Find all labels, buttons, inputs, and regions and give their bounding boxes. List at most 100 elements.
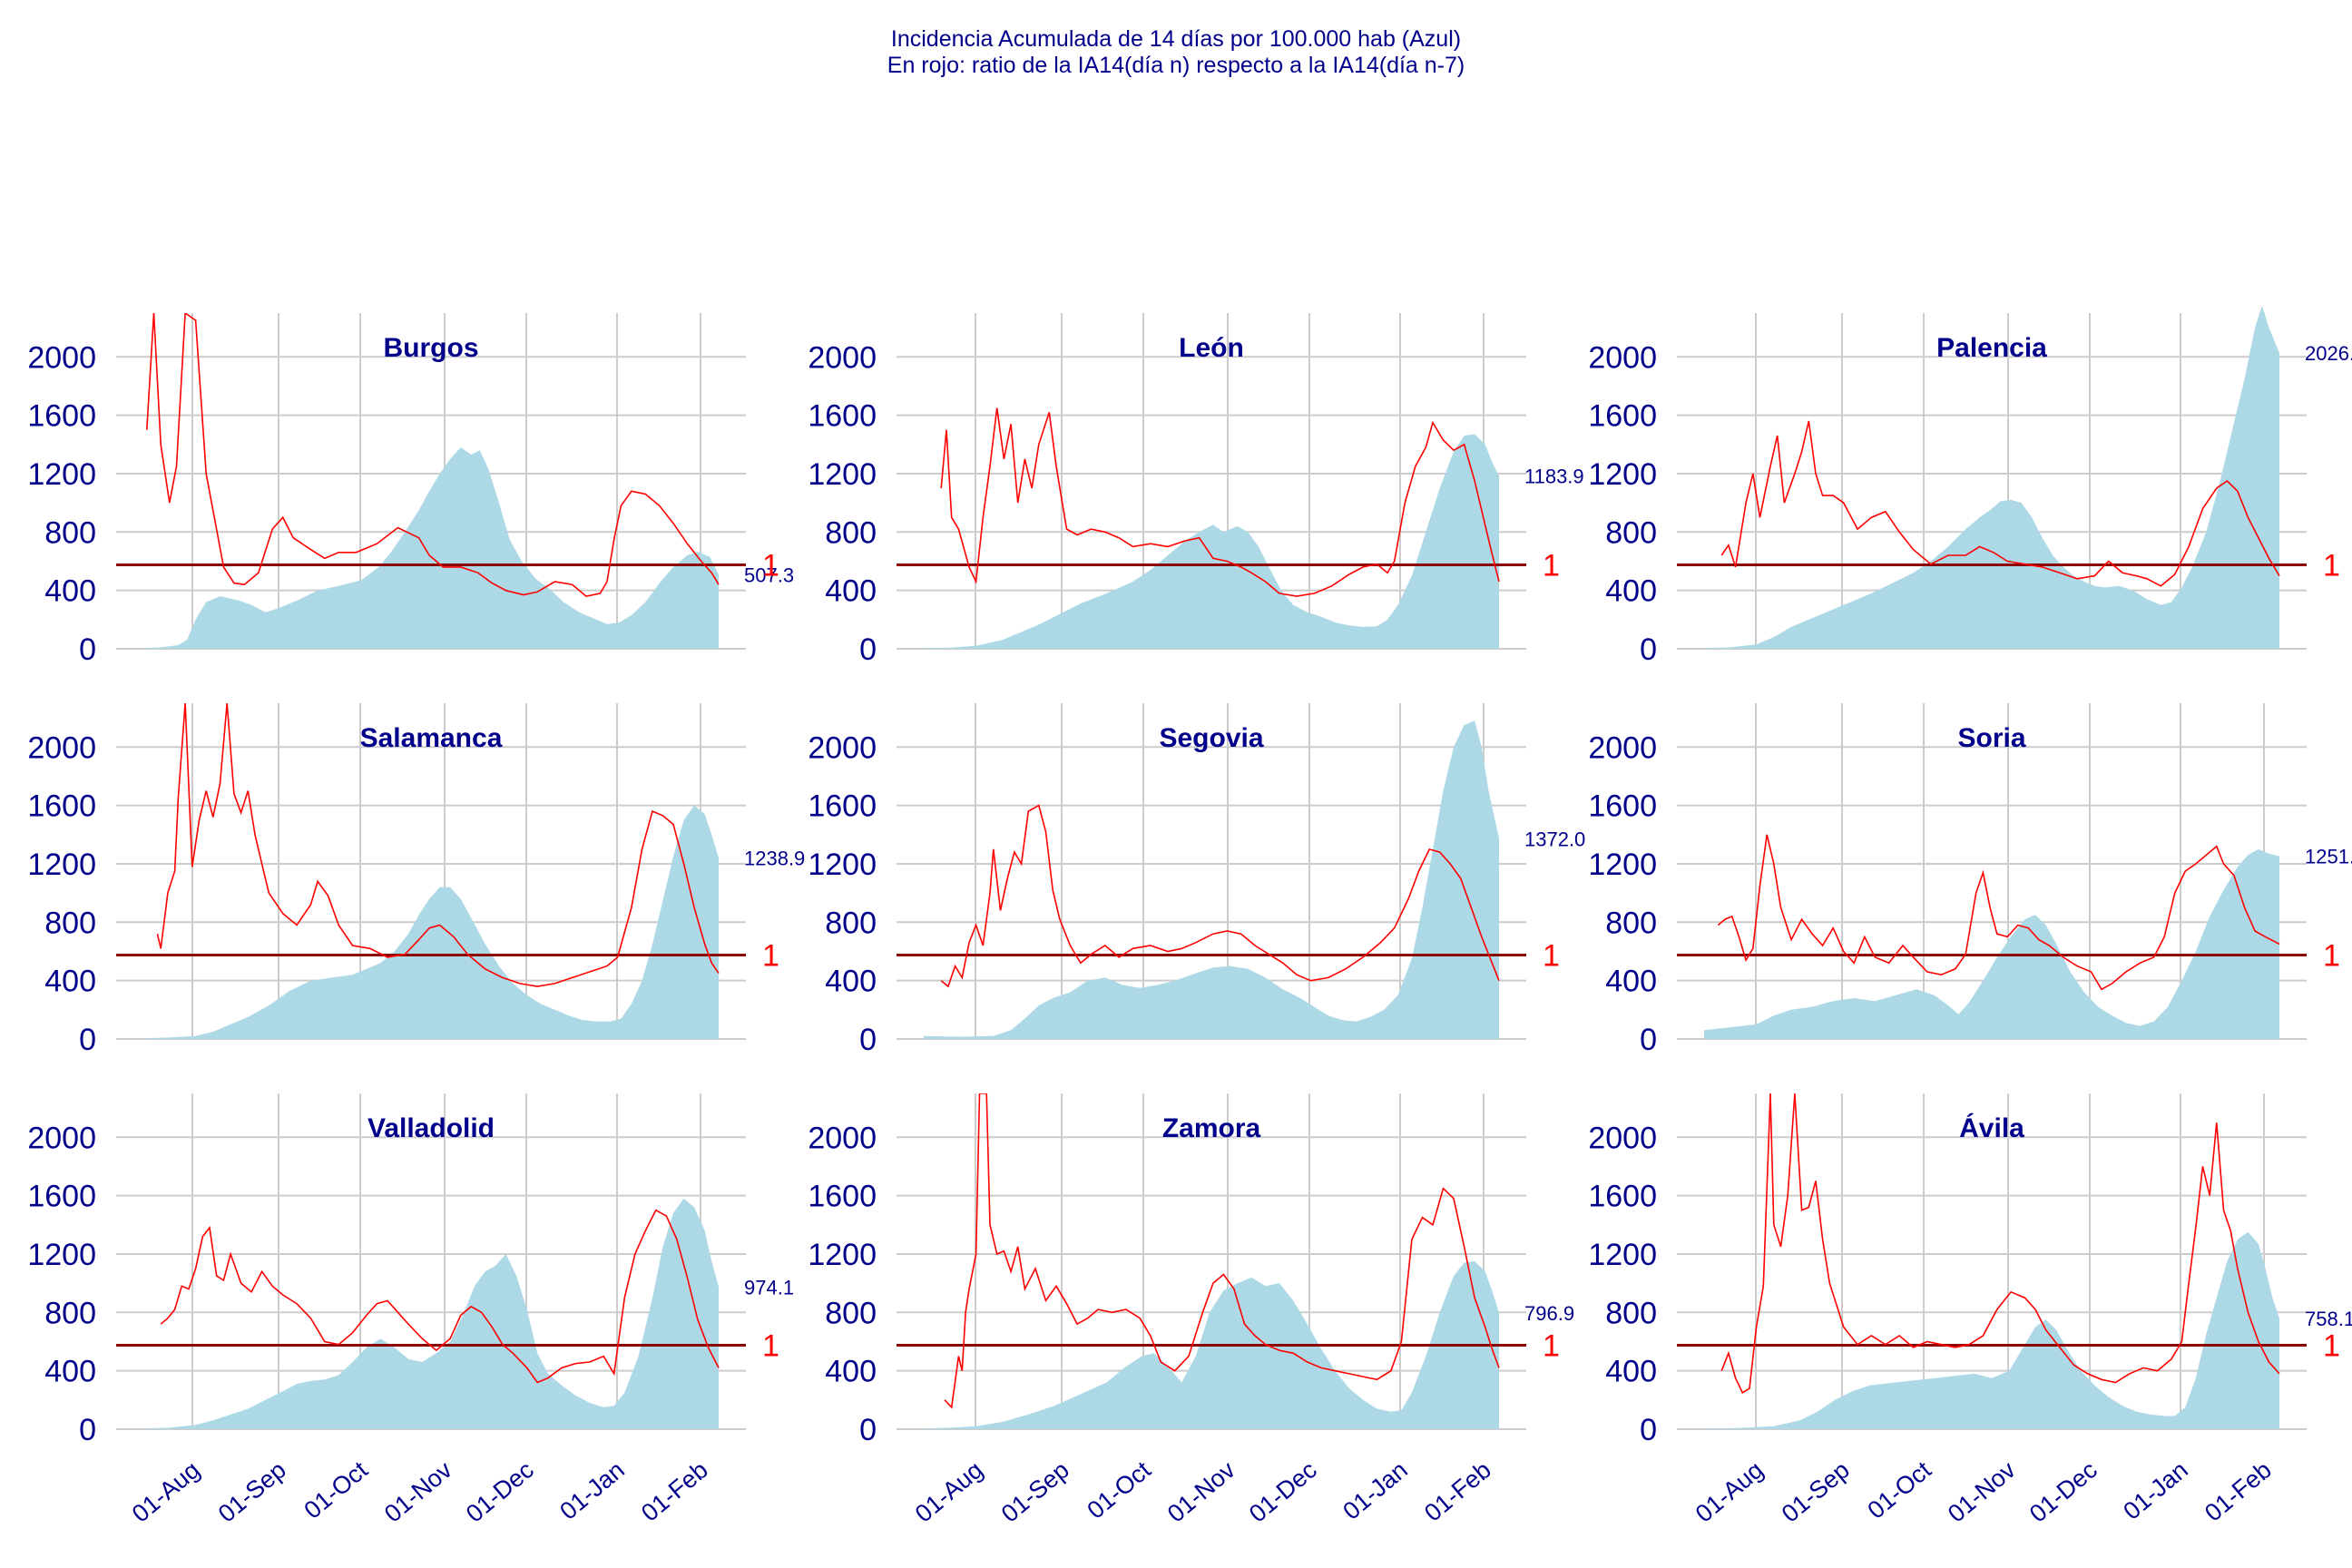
x-tick-label: 01-Sep: [213, 1456, 291, 1528]
x-tick-label: 01-Dec: [1244, 1456, 1322, 1528]
y-tick-label: 2000: [808, 1121, 877, 1155]
y-tick-label: 1600: [27, 1180, 96, 1214]
ia14-area: [924, 720, 1499, 1039]
y-tick-label: 800: [44, 1296, 96, 1330]
panel-title: Palencia: [1936, 333, 2047, 363]
ratio-line: [146, 313, 720, 597]
x-tick-label: 01-Nov: [379, 1455, 457, 1527]
x-tick-label: 01-Feb: [2200, 1456, 2277, 1527]
panel-león: 0 400 800 1200 1600 2000 León 1183.9 1: [808, 313, 1584, 667]
end-value-label: 507.3: [744, 564, 794, 586]
panel-title: León: [1179, 333, 1244, 363]
panel-palencia: 0 400 800 1200 1600 2000 Palencia 2026.3 1: [1588, 306, 2352, 667]
panel-title: Zamora: [1162, 1113, 1261, 1143]
y-tick-label: 2000: [1588, 340, 1657, 375]
x-tick-label: 01-Oct: [1082, 1455, 1156, 1524]
x-tick-label: 01-Feb: [636, 1456, 713, 1527]
x-tick-label: 01-Jan: [1338, 1456, 1413, 1525]
panel-title: Salamanca: [360, 723, 503, 753]
end-value-label: 758.1: [2305, 1308, 2352, 1330]
panel-title: Segovia: [1159, 723, 1263, 753]
y-tick-label: 400: [1605, 574, 1657, 609]
ia14-area: [1704, 306, 2279, 649]
end-value-label: 1238.9: [744, 848, 805, 870]
y-tick-label: 2000: [27, 1121, 96, 1155]
y-tick-label: 0: [859, 1413, 877, 1447]
y-tick-label: 2000: [27, 730, 96, 765]
y-tick-label: 1600: [1588, 789, 1657, 824]
panel-title: Burgos: [384, 333, 479, 363]
y-tick-label: 0: [1640, 1023, 1657, 1057]
y-tick-label: 400: [44, 1355, 96, 1389]
x-tick-label: 01-Aug: [1690, 1456, 1769, 1528]
y-tick-label: 800: [1605, 515, 1657, 550]
ia14-area: [1704, 848, 2279, 1039]
y-tick-label: 1600: [1588, 399, 1657, 434]
y-tick-label: 400: [1605, 1355, 1657, 1389]
x-tick-label: 01-Dec: [2024, 1456, 2102, 1528]
y-tick-label: 1200: [27, 457, 96, 492]
ia14-area: [1704, 1231, 2279, 1429]
y-tick-label: 0: [1640, 632, 1657, 667]
reference-one-label: 1: [2323, 939, 2340, 974]
chart-title-line2: En rojo: ratio de la IA14(día n) respect…: [887, 53, 1465, 78]
y-tick-label: 1200: [808, 848, 877, 882]
ratio-line: [944, 1093, 1500, 1409]
end-value-label: 974.1: [744, 1276, 794, 1298]
x-tick-label: 01-Feb: [1419, 1456, 1496, 1527]
panel-salamanca: 0 400 800 1200 1600 2000 Salamanca 1238.9 1: [27, 703, 805, 1057]
reference-one-label: 1: [1543, 939, 1560, 974]
ratio-line: [1720, 420, 2280, 587]
y-tick-label: 800: [825, 515, 877, 550]
y-tick-label: 1200: [27, 1238, 96, 1272]
y-tick-label: 1200: [1588, 457, 1657, 492]
y-tick-label: 2000: [1588, 1121, 1657, 1155]
y-tick-label: 2000: [27, 340, 96, 375]
y-tick-label: 1600: [1588, 1180, 1657, 1214]
end-value-label: 1183.9: [1524, 466, 1584, 488]
reference-one-label: 1: [762, 549, 779, 583]
y-tick-label: 2000: [808, 730, 877, 765]
y-tick-label: 1200: [27, 848, 96, 882]
ratio-line: [1717, 834, 2280, 991]
end-value-label: 796.9: [1524, 1302, 1574, 1325]
y-tick-label: 400: [44, 965, 96, 999]
ratio-line: [160, 1209, 720, 1384]
y-tick-label: 800: [1605, 906, 1657, 940]
y-tick-label: 800: [825, 1296, 877, 1330]
end-value-label: 1251.2: [2305, 846, 2352, 868]
y-tick-label: 0: [79, 1413, 96, 1447]
end-value-label: 2026.3: [2305, 342, 2352, 365]
y-tick-label: 800: [44, 515, 96, 550]
reference-one-label: 1: [1543, 549, 1560, 583]
y-tick-label: 0: [79, 632, 96, 667]
x-tick-label: 01-Oct: [1862, 1455, 1936, 1524]
chart-title-line1: Incidencia Acumulada de 14 días por 100.…: [890, 26, 1462, 52]
ia14-area: [143, 1198, 719, 1429]
y-tick-label: 800: [1605, 1296, 1657, 1330]
ratio-line: [156, 703, 720, 987]
y-tick-label: 400: [825, 965, 877, 999]
ia14-area: [924, 434, 1499, 649]
y-tick-label: 1200: [808, 457, 877, 492]
ia14-area: [143, 447, 719, 649]
x-tick-label: 01-Oct: [299, 1455, 373, 1524]
y-tick-label: 1200: [808, 1238, 877, 1272]
x-tick-label: 01-Sep: [1777, 1456, 1855, 1528]
y-tick-label: 800: [44, 906, 96, 940]
reference-one-label: 1: [762, 939, 779, 974]
x-tick-label: 01-Nov: [1162, 1455, 1240, 1527]
ratio-line: [940, 804, 1500, 988]
y-tick-label: 2000: [1588, 730, 1657, 765]
panel-burgos: 0 400 800 1200 1600 2000 Burgos 507.31: [27, 313, 794, 667]
y-tick-label: 1200: [1588, 848, 1657, 882]
ratio-line: [940, 407, 1500, 597]
y-tick-label: 0: [859, 1023, 877, 1057]
y-tick-label: 400: [825, 1355, 877, 1389]
y-tick-label: 1600: [808, 1180, 877, 1214]
x-tick-label: 01-Jan: [554, 1456, 630, 1525]
ia14-area: [143, 805, 719, 1039]
